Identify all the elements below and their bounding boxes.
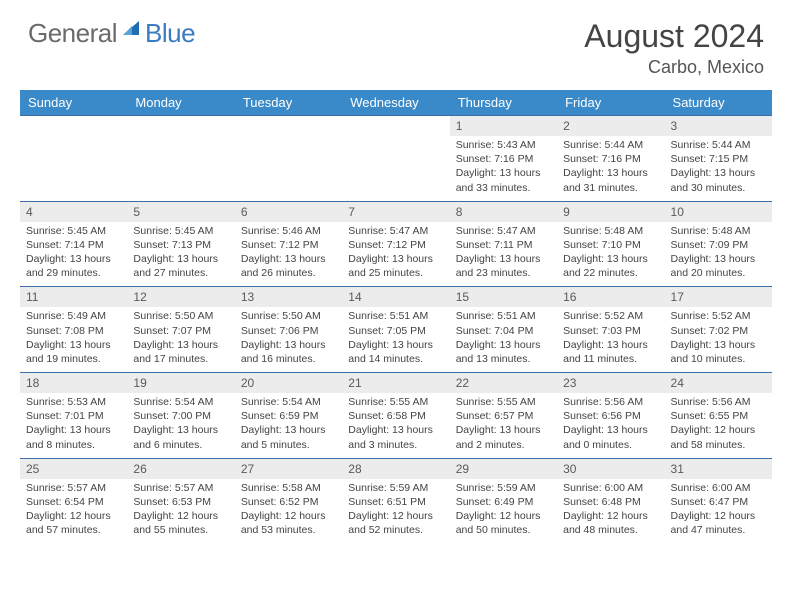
day-content: Sunrise: 5:53 AMSunset: 7:01 PMDaylight:… bbox=[20, 393, 127, 458]
day-number-row: 18192021222324 bbox=[20, 373, 772, 393]
empty-cell bbox=[342, 136, 449, 201]
logo: General Blue bbox=[28, 18, 195, 49]
day-content: Sunrise: 5:49 AMSunset: 7:08 PMDaylight:… bbox=[20, 307, 127, 372]
weekday-header: Saturday bbox=[665, 90, 772, 116]
month-title: August 2024 bbox=[584, 18, 764, 55]
day-content: Sunrise: 5:44 AMSunset: 7:16 PMDaylight:… bbox=[557, 136, 664, 201]
day-number: 1 bbox=[450, 116, 557, 136]
empty-cell bbox=[20, 116, 127, 136]
day-number-row: 11121314151617 bbox=[20, 287, 772, 307]
day-content: Sunrise: 5:57 AMSunset: 6:53 PMDaylight:… bbox=[127, 479, 234, 544]
day-content: Sunrise: 5:52 AMSunset: 7:02 PMDaylight:… bbox=[665, 307, 772, 372]
day-content: Sunrise: 5:56 AMSunset: 6:55 PMDaylight:… bbox=[665, 393, 772, 458]
day-number: 19 bbox=[127, 373, 234, 393]
day-content-row: Sunrise: 5:53 AMSunset: 7:01 PMDaylight:… bbox=[20, 393, 772, 458]
day-number: 10 bbox=[665, 202, 772, 222]
day-content: Sunrise: 5:59 AMSunset: 6:49 PMDaylight:… bbox=[450, 479, 557, 544]
day-number: 18 bbox=[20, 373, 127, 393]
day-content: Sunrise: 5:59 AMSunset: 6:51 PMDaylight:… bbox=[342, 479, 449, 544]
weekday-header: Monday bbox=[127, 90, 234, 116]
day-number-row: 25262728293031 bbox=[20, 459, 772, 479]
day-content: Sunrise: 5:50 AMSunset: 7:07 PMDaylight:… bbox=[127, 307, 234, 372]
day-number: 5 bbox=[127, 202, 234, 222]
day-content: Sunrise: 5:52 AMSunset: 7:03 PMDaylight:… bbox=[557, 307, 664, 372]
day-content: Sunrise: 5:46 AMSunset: 7:12 PMDaylight:… bbox=[235, 222, 342, 287]
day-content: Sunrise: 6:00 AMSunset: 6:48 PMDaylight:… bbox=[557, 479, 664, 544]
day-number: 14 bbox=[342, 287, 449, 307]
day-number: 20 bbox=[235, 373, 342, 393]
weekday-header: Sunday bbox=[20, 90, 127, 116]
logo-text-blue: Blue bbox=[145, 18, 195, 49]
day-number: 2 bbox=[557, 116, 664, 136]
empty-cell bbox=[127, 136, 234, 201]
day-content-row: Sunrise: 5:43 AMSunset: 7:16 PMDaylight:… bbox=[20, 136, 772, 201]
day-content: Sunrise: 5:43 AMSunset: 7:16 PMDaylight:… bbox=[450, 136, 557, 201]
weekday-header: Thursday bbox=[450, 90, 557, 116]
day-content: Sunrise: 5:45 AMSunset: 7:13 PMDaylight:… bbox=[127, 222, 234, 287]
day-number: 22 bbox=[450, 373, 557, 393]
day-number: 28 bbox=[342, 459, 449, 479]
empty-cell bbox=[20, 136, 127, 201]
day-number: 12 bbox=[127, 287, 234, 307]
day-content: Sunrise: 5:55 AMSunset: 6:57 PMDaylight:… bbox=[450, 393, 557, 458]
empty-cell bbox=[235, 116, 342, 136]
day-content: Sunrise: 5:56 AMSunset: 6:56 PMDaylight:… bbox=[557, 393, 664, 458]
empty-cell bbox=[235, 136, 342, 201]
day-number: 4 bbox=[20, 202, 127, 222]
weekday-header: Wednesday bbox=[342, 90, 449, 116]
day-content: Sunrise: 5:51 AMSunset: 7:05 PMDaylight:… bbox=[342, 307, 449, 372]
day-number: 29 bbox=[450, 459, 557, 479]
day-number: 17 bbox=[665, 287, 772, 307]
day-number: 3 bbox=[665, 116, 772, 136]
day-content: Sunrise: 5:55 AMSunset: 6:58 PMDaylight:… bbox=[342, 393, 449, 458]
day-content-row: Sunrise: 5:57 AMSunset: 6:54 PMDaylight:… bbox=[20, 479, 772, 544]
day-number: 26 bbox=[127, 459, 234, 479]
day-number: 9 bbox=[557, 202, 664, 222]
day-content: Sunrise: 5:54 AMSunset: 6:59 PMDaylight:… bbox=[235, 393, 342, 458]
day-number: 21 bbox=[342, 373, 449, 393]
weekday-header: Tuesday bbox=[235, 90, 342, 116]
day-number: 23 bbox=[557, 373, 664, 393]
logo-sail-icon bbox=[121, 17, 143, 44]
day-number-row: 45678910 bbox=[20, 202, 772, 222]
day-content: Sunrise: 5:54 AMSunset: 7:00 PMDaylight:… bbox=[127, 393, 234, 458]
weekday-header-row: SundayMondayTuesdayWednesdayThursdayFrid… bbox=[20, 90, 772, 116]
day-content: Sunrise: 5:44 AMSunset: 7:15 PMDaylight:… bbox=[665, 136, 772, 201]
day-number: 30 bbox=[557, 459, 664, 479]
day-number: 15 bbox=[450, 287, 557, 307]
day-number: 16 bbox=[557, 287, 664, 307]
page-header: General Blue August 2024 Carbo, Mexico bbox=[0, 0, 792, 86]
day-number: 31 bbox=[665, 459, 772, 479]
day-content: Sunrise: 5:47 AMSunset: 7:11 PMDaylight:… bbox=[450, 222, 557, 287]
empty-cell bbox=[342, 116, 449, 136]
day-content: Sunrise: 5:45 AMSunset: 7:14 PMDaylight:… bbox=[20, 222, 127, 287]
empty-cell bbox=[127, 116, 234, 136]
day-content: Sunrise: 5:48 AMSunset: 7:09 PMDaylight:… bbox=[665, 222, 772, 287]
location-label: Carbo, Mexico bbox=[584, 57, 764, 78]
day-number: 25 bbox=[20, 459, 127, 479]
day-content: Sunrise: 5:57 AMSunset: 6:54 PMDaylight:… bbox=[20, 479, 127, 544]
day-content: Sunrise: 5:50 AMSunset: 7:06 PMDaylight:… bbox=[235, 307, 342, 372]
day-number: 11 bbox=[20, 287, 127, 307]
weekday-header: Friday bbox=[557, 90, 664, 116]
calendar-table: SundayMondayTuesdayWednesdayThursdayFrid… bbox=[20, 90, 772, 543]
day-number: 8 bbox=[450, 202, 557, 222]
day-number: 27 bbox=[235, 459, 342, 479]
day-content: Sunrise: 5:58 AMSunset: 6:52 PMDaylight:… bbox=[235, 479, 342, 544]
day-content-row: Sunrise: 5:49 AMSunset: 7:08 PMDaylight:… bbox=[20, 307, 772, 372]
title-block: August 2024 Carbo, Mexico bbox=[584, 18, 764, 78]
logo-text-general: General bbox=[28, 18, 117, 49]
day-number: 24 bbox=[665, 373, 772, 393]
day-number: 6 bbox=[235, 202, 342, 222]
day-content: Sunrise: 5:47 AMSunset: 7:12 PMDaylight:… bbox=[342, 222, 449, 287]
day-content-row: Sunrise: 5:45 AMSunset: 7:14 PMDaylight:… bbox=[20, 222, 772, 287]
day-content: Sunrise: 6:00 AMSunset: 6:47 PMDaylight:… bbox=[665, 479, 772, 544]
day-number-row: 123 bbox=[20, 116, 772, 136]
day-number: 7 bbox=[342, 202, 449, 222]
day-content: Sunrise: 5:48 AMSunset: 7:10 PMDaylight:… bbox=[557, 222, 664, 287]
day-number: 13 bbox=[235, 287, 342, 307]
day-content: Sunrise: 5:51 AMSunset: 7:04 PMDaylight:… bbox=[450, 307, 557, 372]
